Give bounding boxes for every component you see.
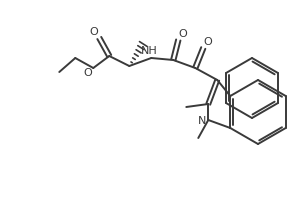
Text: NH: NH (141, 46, 158, 56)
Text: O: O (203, 37, 212, 47)
Text: O: O (178, 29, 187, 39)
Text: N: N (198, 115, 206, 125)
Text: O: O (89, 27, 98, 37)
Text: O: O (83, 68, 92, 78)
